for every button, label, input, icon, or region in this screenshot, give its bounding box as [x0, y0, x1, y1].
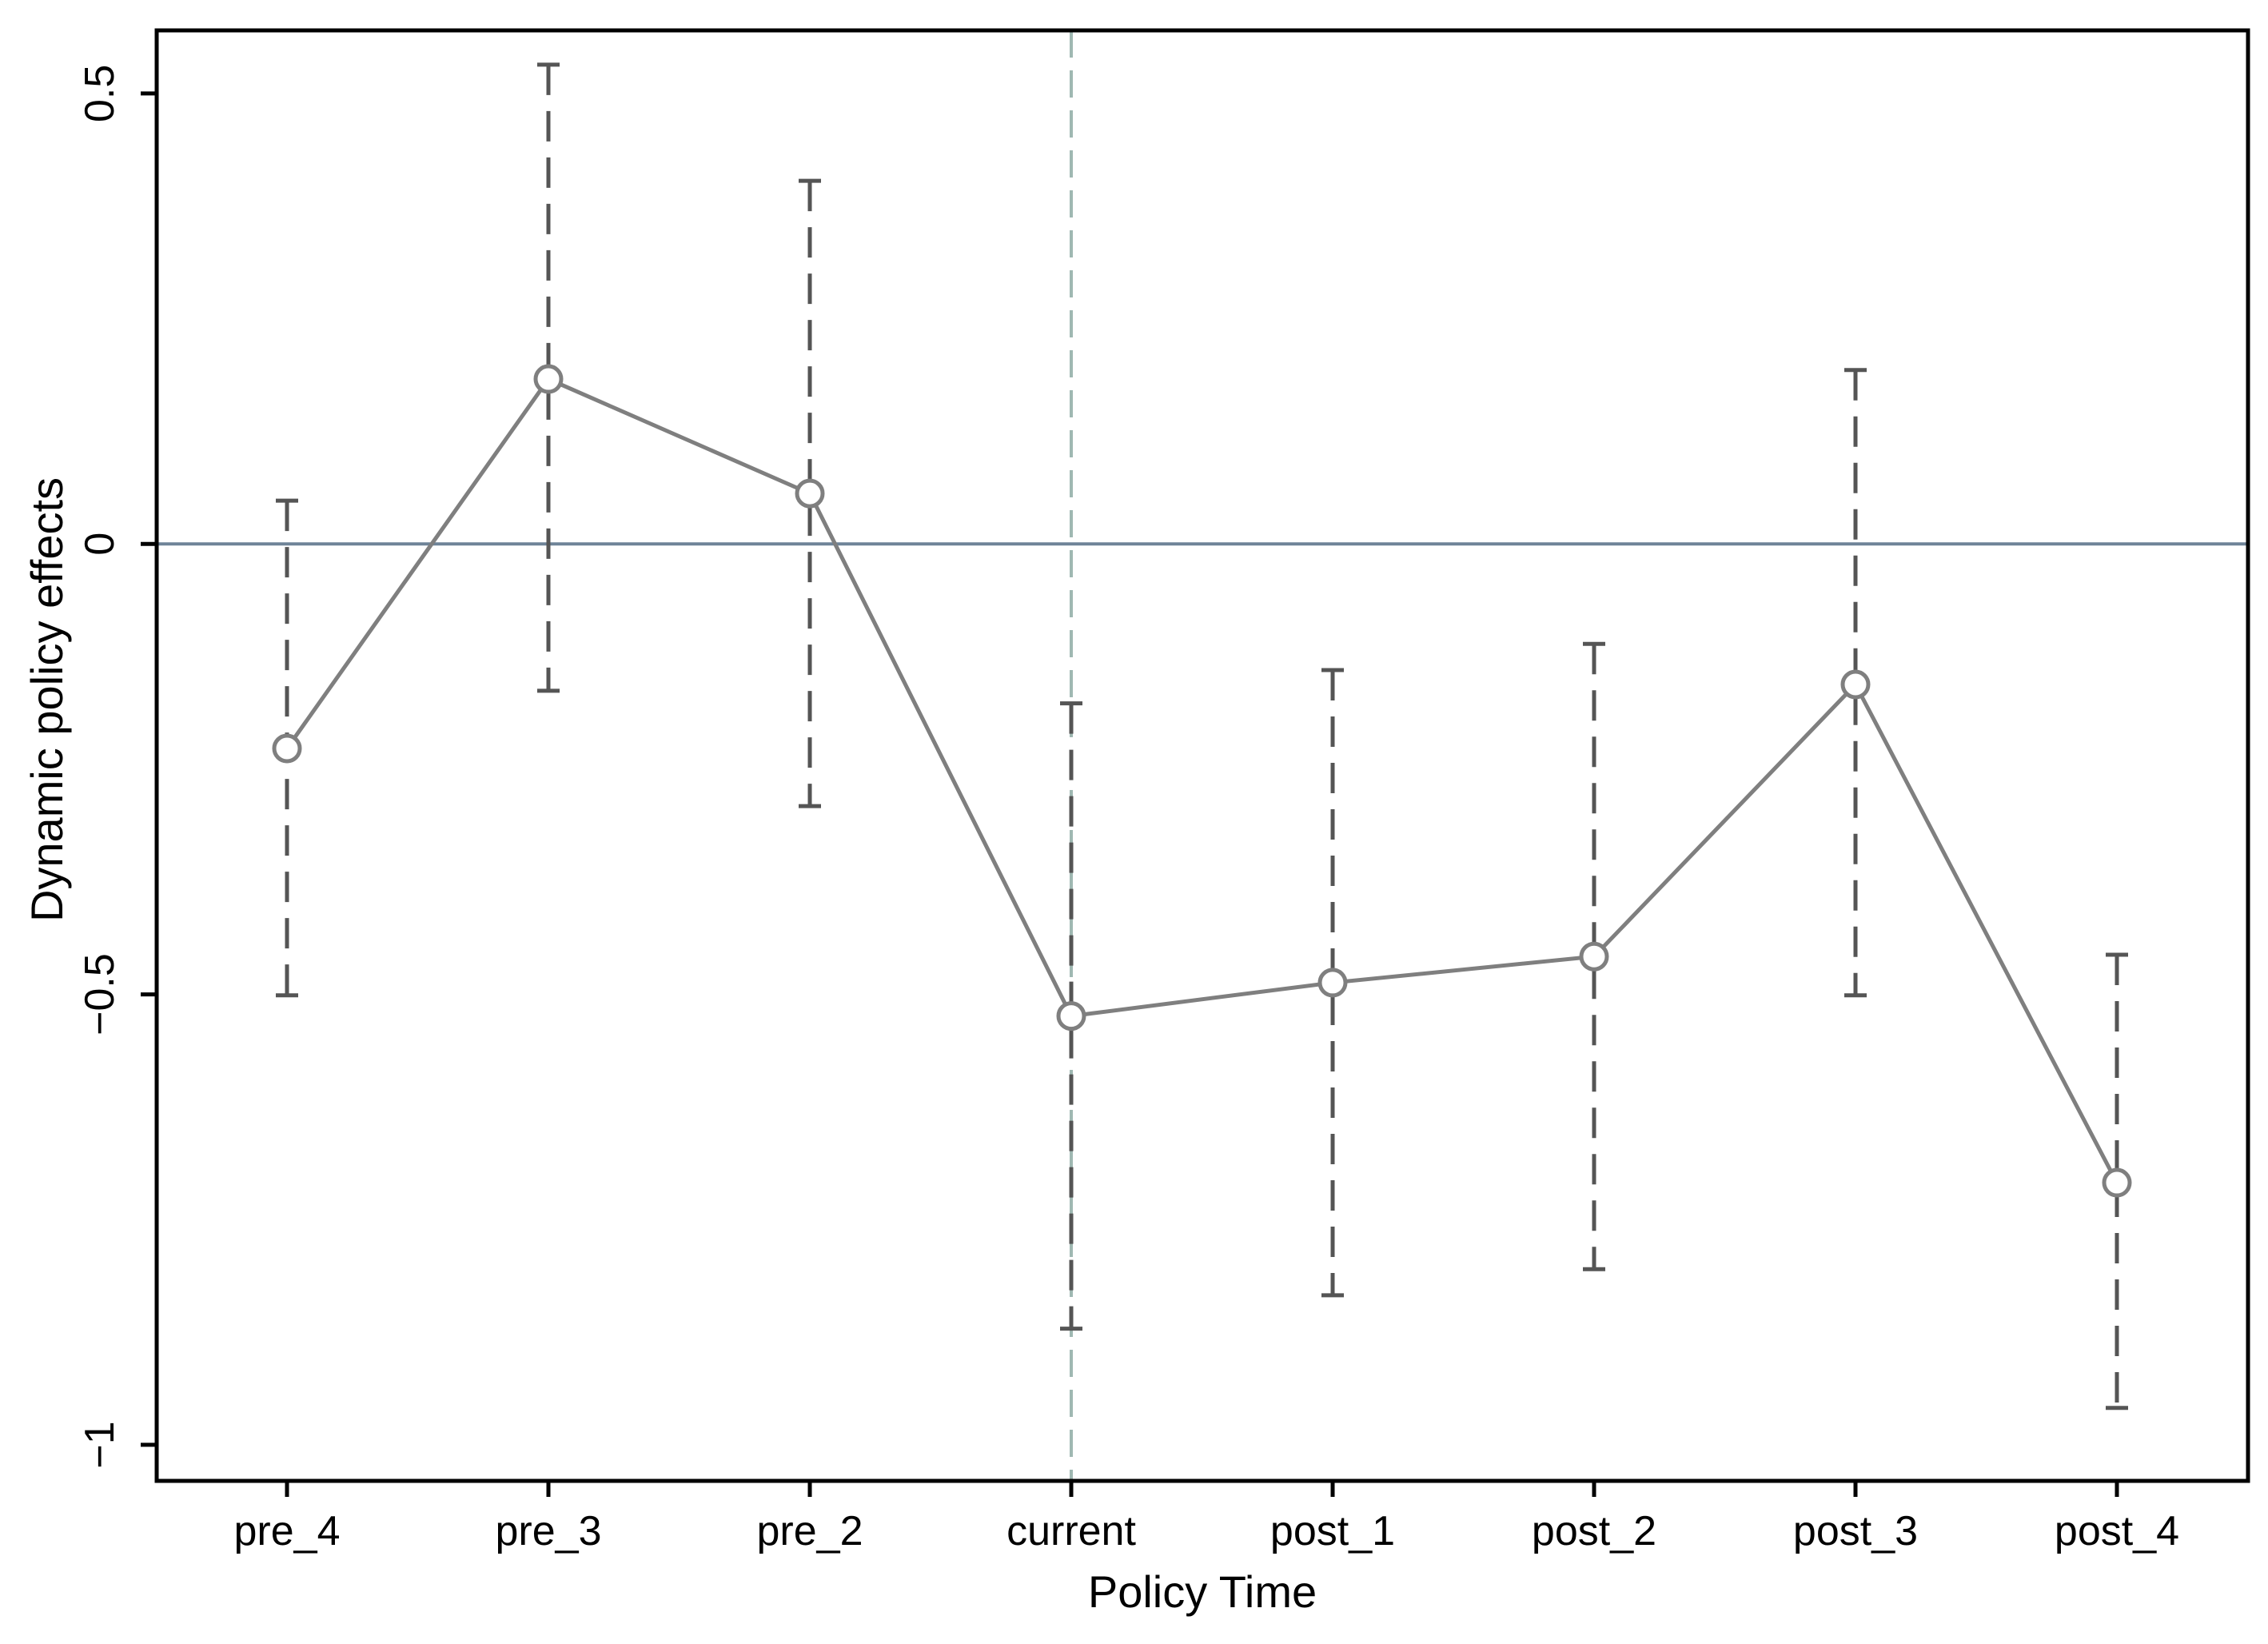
- y-axis-title: Dynamic policy effects: [22, 477, 72, 922]
- x-tick-label-post_1: post_1: [1270, 1508, 1395, 1554]
- data-points: [272, 364, 2132, 1198]
- y-tick-label: −0.5: [77, 953, 123, 1035]
- x-tick-label-pre_3: pre_3: [496, 1508, 602, 1554]
- point-post_4: [2102, 1167, 2132, 1198]
- x-tick-label-pre_2: pre_2: [757, 1508, 863, 1554]
- x-tick-label-pre_4: pre_4: [234, 1508, 341, 1554]
- x-tick-label-post_3: post_3: [1793, 1508, 1918, 1554]
- series-line-group: [285, 376, 2119, 1184]
- point-post_3: [1840, 669, 1871, 700]
- y-tick-label: 0.5: [77, 65, 123, 122]
- point-current: [1056, 1001, 1086, 1031]
- reference-lines: [157, 30, 2248, 1481]
- plot-frame-group: [154, 28, 2250, 1483]
- x-axis-ticks: pre_4 pre_3 pre_2 current post_1 post_2 post_3…: [234, 1481, 2179, 1554]
- point-post_1: [1317, 968, 1348, 998]
- confidence-intervals: [276, 62, 2128, 1411]
- x-tick-label-post_4: post_4: [2055, 1508, 2179, 1554]
- series-line: [285, 376, 2119, 1184]
- point-pre_2: [795, 478, 825, 509]
- x-tick-label-post_2: post_2: [1532, 1508, 1656, 1554]
- y-tick-label: −1: [77, 1421, 123, 1468]
- y-axis-ticks: 0.5 0 −0.5 −1: [77, 65, 157, 1469]
- point-pre_3: [533, 364, 564, 394]
- x-tick-label-current: current: [1006, 1508, 1136, 1554]
- y-tick-label: 0: [77, 533, 123, 556]
- point-post_2: [1579, 941, 1609, 972]
- plot-frame: [154, 28, 2250, 1483]
- x-axis-title: Policy Time: [1088, 1566, 1317, 1617]
- point-pre_4: [272, 733, 302, 764]
